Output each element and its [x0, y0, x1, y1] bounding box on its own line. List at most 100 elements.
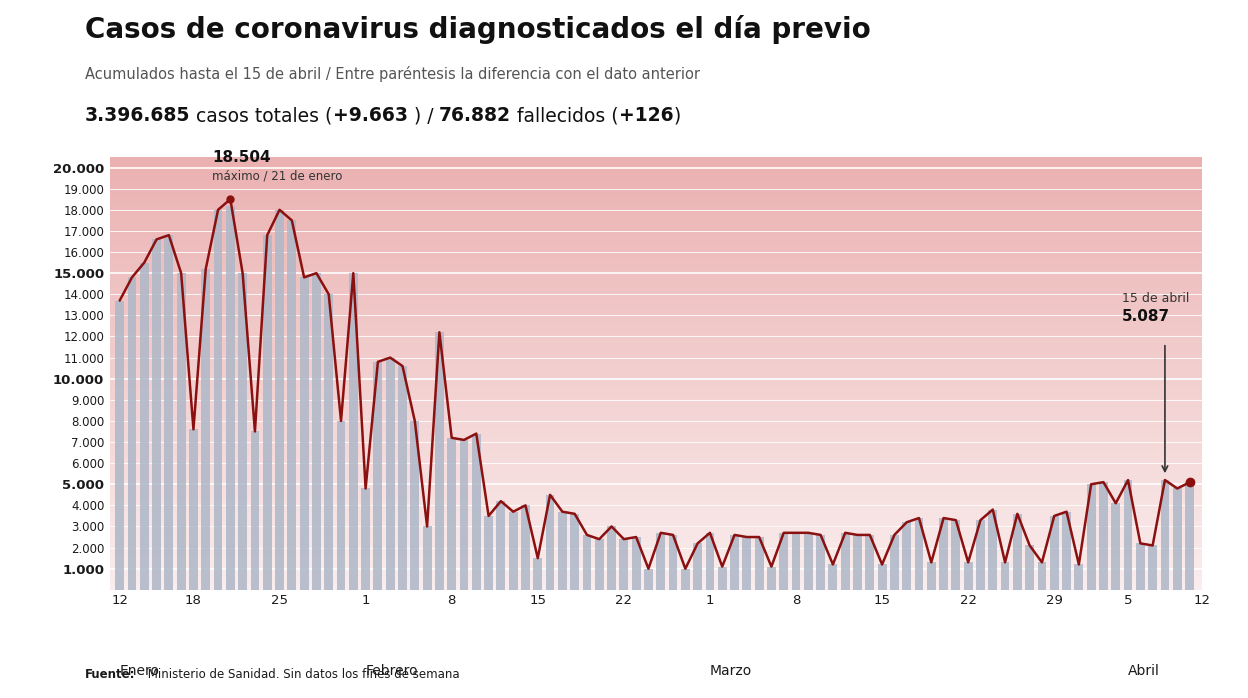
Bar: [201, 269, 210, 590]
Bar: [300, 277, 308, 590]
Bar: [110, 483, 1202, 484]
Bar: [110, 265, 1202, 267]
Bar: [110, 212, 1202, 214]
Bar: [1013, 514, 1022, 590]
Bar: [110, 401, 1202, 402]
Bar: [110, 399, 1202, 401]
Bar: [110, 493, 1202, 495]
Bar: [110, 313, 1202, 314]
Bar: [110, 275, 1202, 277]
Bar: [110, 260, 1202, 261]
Bar: [110, 244, 1202, 245]
Text: Marzo: Marzo: [710, 664, 753, 678]
Bar: [110, 489, 1202, 490]
Bar: [110, 542, 1202, 544]
Bar: [110, 498, 1202, 499]
Bar: [779, 533, 789, 590]
Bar: [110, 387, 1202, 388]
Bar: [110, 444, 1202, 445]
Bar: [816, 535, 825, 590]
Text: +9.663: +9.663: [333, 106, 408, 125]
Bar: [110, 388, 1202, 389]
Bar: [1173, 489, 1182, 590]
Bar: [110, 526, 1202, 528]
Bar: [110, 238, 1202, 239]
Bar: [110, 558, 1202, 560]
Bar: [110, 271, 1202, 272]
Text: Ministerio de Sanidad. Sin datos los fines de semana: Ministerio de Sanidad. Sin datos los fin…: [144, 667, 459, 681]
Text: Fuente:: Fuente:: [85, 667, 135, 681]
Bar: [110, 360, 1202, 362]
Bar: [110, 484, 1202, 486]
Bar: [110, 403, 1202, 405]
Bar: [110, 587, 1202, 588]
Bar: [110, 306, 1202, 307]
Bar: [110, 477, 1202, 479]
Bar: [110, 372, 1202, 373]
Bar: [110, 221, 1202, 222]
Text: ): ): [674, 106, 680, 125]
Bar: [110, 563, 1202, 564]
Bar: [110, 414, 1202, 415]
Bar: [110, 343, 1202, 345]
Bar: [110, 169, 1202, 170]
Bar: [110, 548, 1202, 549]
Bar: [110, 300, 1202, 302]
Bar: [110, 457, 1202, 459]
Text: Enero: Enero: [120, 664, 160, 678]
Text: Febrero: Febrero: [366, 664, 418, 678]
Bar: [324, 295, 333, 590]
Text: 5.087: 5.087: [1122, 309, 1171, 324]
Bar: [361, 489, 371, 590]
Bar: [110, 163, 1202, 164]
Bar: [110, 325, 1202, 326]
Bar: [705, 533, 714, 590]
Bar: [110, 524, 1202, 525]
Bar: [110, 288, 1202, 290]
Bar: [110, 545, 1202, 547]
Bar: [459, 440, 468, 590]
Bar: [1148, 545, 1157, 590]
Bar: [398, 366, 407, 590]
Bar: [110, 445, 1202, 447]
Bar: [110, 529, 1202, 530]
Bar: [110, 584, 1202, 586]
Bar: [558, 512, 567, 590]
Bar: [110, 495, 1202, 496]
Bar: [110, 378, 1202, 379]
Bar: [1062, 512, 1071, 590]
Bar: [1111, 503, 1121, 590]
Bar: [110, 456, 1202, 457]
Text: ) /: ) /: [408, 106, 439, 125]
Bar: [110, 232, 1202, 234]
Bar: [110, 470, 1202, 472]
Bar: [110, 222, 1202, 223]
Bar: [110, 419, 1202, 421]
Bar: [127, 277, 136, 590]
Bar: [110, 537, 1202, 538]
Bar: [110, 379, 1202, 380]
Bar: [411, 421, 419, 590]
Text: 76.882: 76.882: [439, 106, 512, 125]
Bar: [915, 518, 924, 590]
Bar: [110, 509, 1202, 510]
Bar: [509, 512, 518, 590]
Text: fallecidos (: fallecidos (: [512, 106, 619, 125]
Bar: [110, 326, 1202, 327]
Bar: [693, 543, 703, 590]
Bar: [213, 210, 222, 590]
Bar: [110, 581, 1202, 583]
Bar: [110, 512, 1202, 513]
Bar: [110, 505, 1202, 506]
Bar: [110, 181, 1202, 183]
Bar: [110, 210, 1202, 212]
Bar: [110, 248, 1202, 249]
Bar: [110, 165, 1202, 167]
Bar: [681, 569, 690, 590]
Bar: [110, 473, 1202, 475]
Bar: [854, 535, 862, 590]
Bar: [110, 369, 1202, 371]
Bar: [484, 516, 493, 590]
Bar: [110, 285, 1202, 287]
Bar: [110, 383, 1202, 385]
